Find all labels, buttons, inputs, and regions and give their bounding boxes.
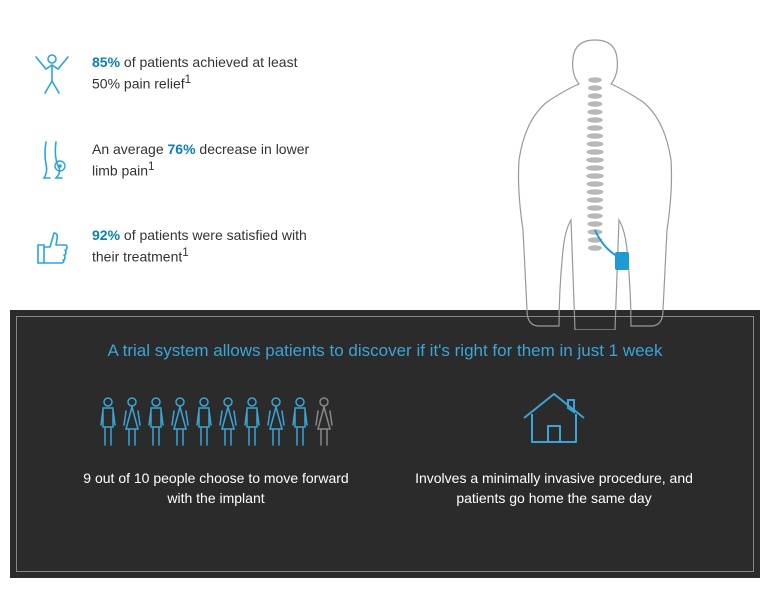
people-row-icon <box>98 389 334 447</box>
stat-row-satisfaction: 92% of patients were satisfied with thei… <box>30 225 430 269</box>
thumbs-up-icon <box>30 225 74 269</box>
stat-row-limb-pain: An average 76% decrease in lower limb pa… <box>30 138 430 182</box>
trial-headline: A trial system allows patients to discov… <box>47 341 723 361</box>
person-active-icon <box>122 397 142 447</box>
trial-left-col: 9 out of 10 people choose to move forwar… <box>47 389 385 547</box>
stat-text-satisfaction: 92% of patients were satisfied with thei… <box>92 226 322 266</box>
person-inactive-icon <box>314 397 334 447</box>
trial-left-caption: 9 out of 10 people choose to move forwar… <box>76 469 356 508</box>
person-active-icon <box>218 397 238 447</box>
person-active-icon <box>98 397 118 447</box>
trial-right-col: Involves a minimally invasive procedure,… <box>385 389 723 547</box>
stat-text-limb-pain: An average 76% decrease in lower limb pa… <box>92 140 322 180</box>
stats-column: 85% of patients achieved at least 50% pa… <box>30 30 450 290</box>
trial-panel: A trial system allows patients to discov… <box>10 310 760 578</box>
person-active-icon <box>242 397 262 447</box>
stat-text-pain-relief: 85% of patients achieved at least 50% pa… <box>92 53 322 93</box>
body-diagram <box>450 30 740 290</box>
person-active-icon <box>266 397 286 447</box>
person-arms-up-icon <box>30 51 74 95</box>
person-active-icon <box>170 397 190 447</box>
legs-icon <box>30 138 74 182</box>
person-active-icon <box>146 397 166 447</box>
person-active-icon <box>194 397 214 447</box>
spine-implant-illustration <box>475 30 715 330</box>
house-icon <box>514 389 594 447</box>
trial-right-caption: Involves a minimally invasive procedure,… <box>414 469 694 508</box>
person-active-icon <box>290 397 310 447</box>
stat-row-pain-relief: 85% of patients achieved at least 50% pa… <box>30 51 430 95</box>
